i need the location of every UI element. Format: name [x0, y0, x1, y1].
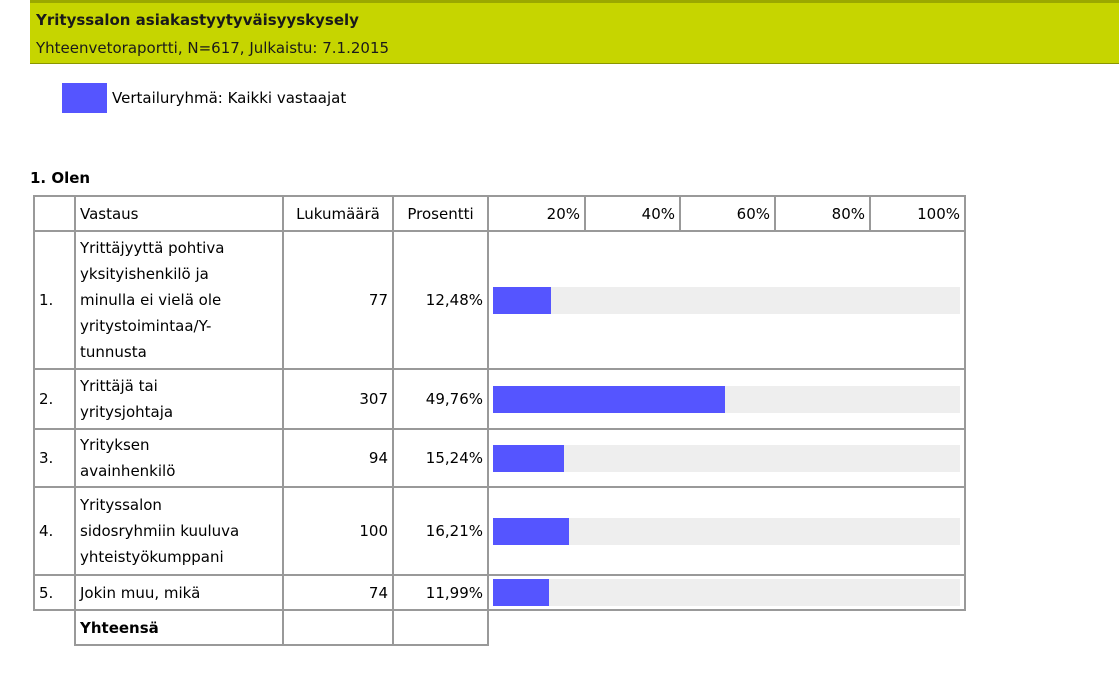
bar-track — [493, 517, 960, 545]
table-row: 4. Yrityssalon sidosryhmiin kuuluva yhteist… — [33, 486, 966, 576]
scale-label-60: 60% — [679, 195, 776, 232]
answer-label: Yrityssalon sidosryhmiin kuuluva yhteistyö… — [74, 486, 284, 576]
answer-label: Yrittäjä tai yritysjohtaja — [74, 368, 284, 430]
bar-cell — [487, 428, 966, 488]
survey-title: Yrityssalon asiakastyytyväisyyskysely — [36, 11, 359, 29]
answer-percent: 11,99% — [392, 574, 489, 611]
count-column-header: Lukumäärä — [282, 195, 394, 232]
results-table: Vastaus Lukumäärä Prosentti 20% 40% 60% … — [33, 195, 966, 646]
answer-label-line: Yrittäjä tai — [80, 377, 158, 395]
bar-cell — [487, 230, 966, 370]
answer-count: 307 — [282, 368, 394, 430]
table-row: 3. Yrityksen avainhenkilö 94 15,24% — [33, 428, 966, 488]
bar-cell — [487, 486, 966, 576]
row-index: 3. — [33, 428, 76, 488]
answer-column-header: Vastaus — [74, 195, 284, 232]
answer-percent: 15,24% — [392, 428, 489, 488]
row-index: 5. — [33, 574, 76, 611]
answer-count: 74 — [282, 574, 394, 611]
answer-count: 77 — [282, 230, 394, 370]
answer-percent: 49,76% — [392, 368, 489, 430]
bar-track — [493, 579, 960, 606]
answer-label-line: yhteistyökumppani — [80, 548, 224, 566]
answer-count: 94 — [282, 428, 394, 488]
answer-percent: 16,21% — [392, 486, 489, 576]
percent-bar — [493, 286, 552, 314]
row-index: 2. — [33, 368, 76, 430]
answer-label-line: minulla ei vielä ole — [80, 291, 222, 309]
answer-label-line: Yrityksen — [80, 436, 150, 454]
percent-bar — [493, 517, 569, 545]
total-row: Yhteensä — [34, 609, 965, 646]
total-percent — [392, 609, 489, 646]
question-title: 1. Olen — [30, 169, 91, 187]
percent-bar — [493, 385, 726, 413]
answer-label-line: yksityishenkilö ja — [80, 265, 209, 283]
bar-cell — [487, 368, 966, 430]
answer-label: Jokin muu, mikä — [74, 574, 284, 611]
percent-bar — [493, 579, 549, 606]
answer-percent: 12,48% — [392, 230, 489, 370]
answer-label: Yrittäjyyttä pohtiva yksityishenkilö ja mi… — [74, 230, 284, 370]
table-header-row: Vastaus Lukumäärä Prosentti 20% 40% 60% … — [33, 195, 966, 232]
total-count — [282, 609, 394, 646]
bar-track — [493, 385, 960, 413]
answer-label-line: yritystoimintaa/Y- — [80, 317, 212, 335]
total-label: Yhteensä — [74, 609, 284, 646]
answer-label-line: tunnusta — [80, 343, 147, 361]
table-row: 2. Yrittäjä tai yritysjohtaja 307 49,76% — [33, 368, 966, 430]
scale-label-80: 80% — [774, 195, 871, 232]
table-row: 5. Jokin muu, mikä 74 11,99% — [33, 574, 966, 611]
row-index: 1. — [33, 230, 76, 370]
legend-swatch — [62, 83, 107, 113]
scale-label-40: 40% — [584, 195, 681, 232]
table-row: 1. Yrittäjyyttä pohtiva yksityishenkilö ja… — [33, 230, 966, 370]
answer-label: Yrityksen avainhenkilö — [74, 428, 284, 488]
bar-track — [493, 286, 960, 314]
percent-column-header: Prosentti — [392, 195, 489, 232]
index-header — [33, 195, 76, 232]
scale-label-100: 100% — [869, 195, 966, 232]
bar-track — [493, 444, 960, 472]
answer-count: 100 — [282, 486, 394, 576]
percent-bar — [493, 444, 565, 472]
answer-label-line: Yrityssalon — [80, 496, 162, 514]
scale-label-20: 20% — [487, 195, 586, 232]
bar-cell — [487, 574, 966, 611]
row-index: 4. — [33, 486, 76, 576]
empty-cell — [488, 610, 965, 645]
empty-cell — [34, 610, 75, 645]
answer-label-line: sidosryhmiin kuuluva — [80, 522, 240, 540]
answer-label-line: Jokin muu, mikä — [80, 583, 201, 602]
report-header: Yrityssalon asiakastyytyväisyyskysely Yh… — [30, 0, 1119, 64]
answer-label-line: yritysjohtaja — [80, 403, 174, 421]
answer-label-line: Yrittäjyyttä pohtiva — [80, 239, 225, 257]
legend-label: Vertailuryhmä: Kaikki vastaajat — [112, 89, 347, 107]
answer-label-line: avainhenkilö — [80, 462, 176, 480]
report-subtitle: Yhteenvetoraportti, N=617, Julkaistu: 7.… — [36, 39, 390, 57]
